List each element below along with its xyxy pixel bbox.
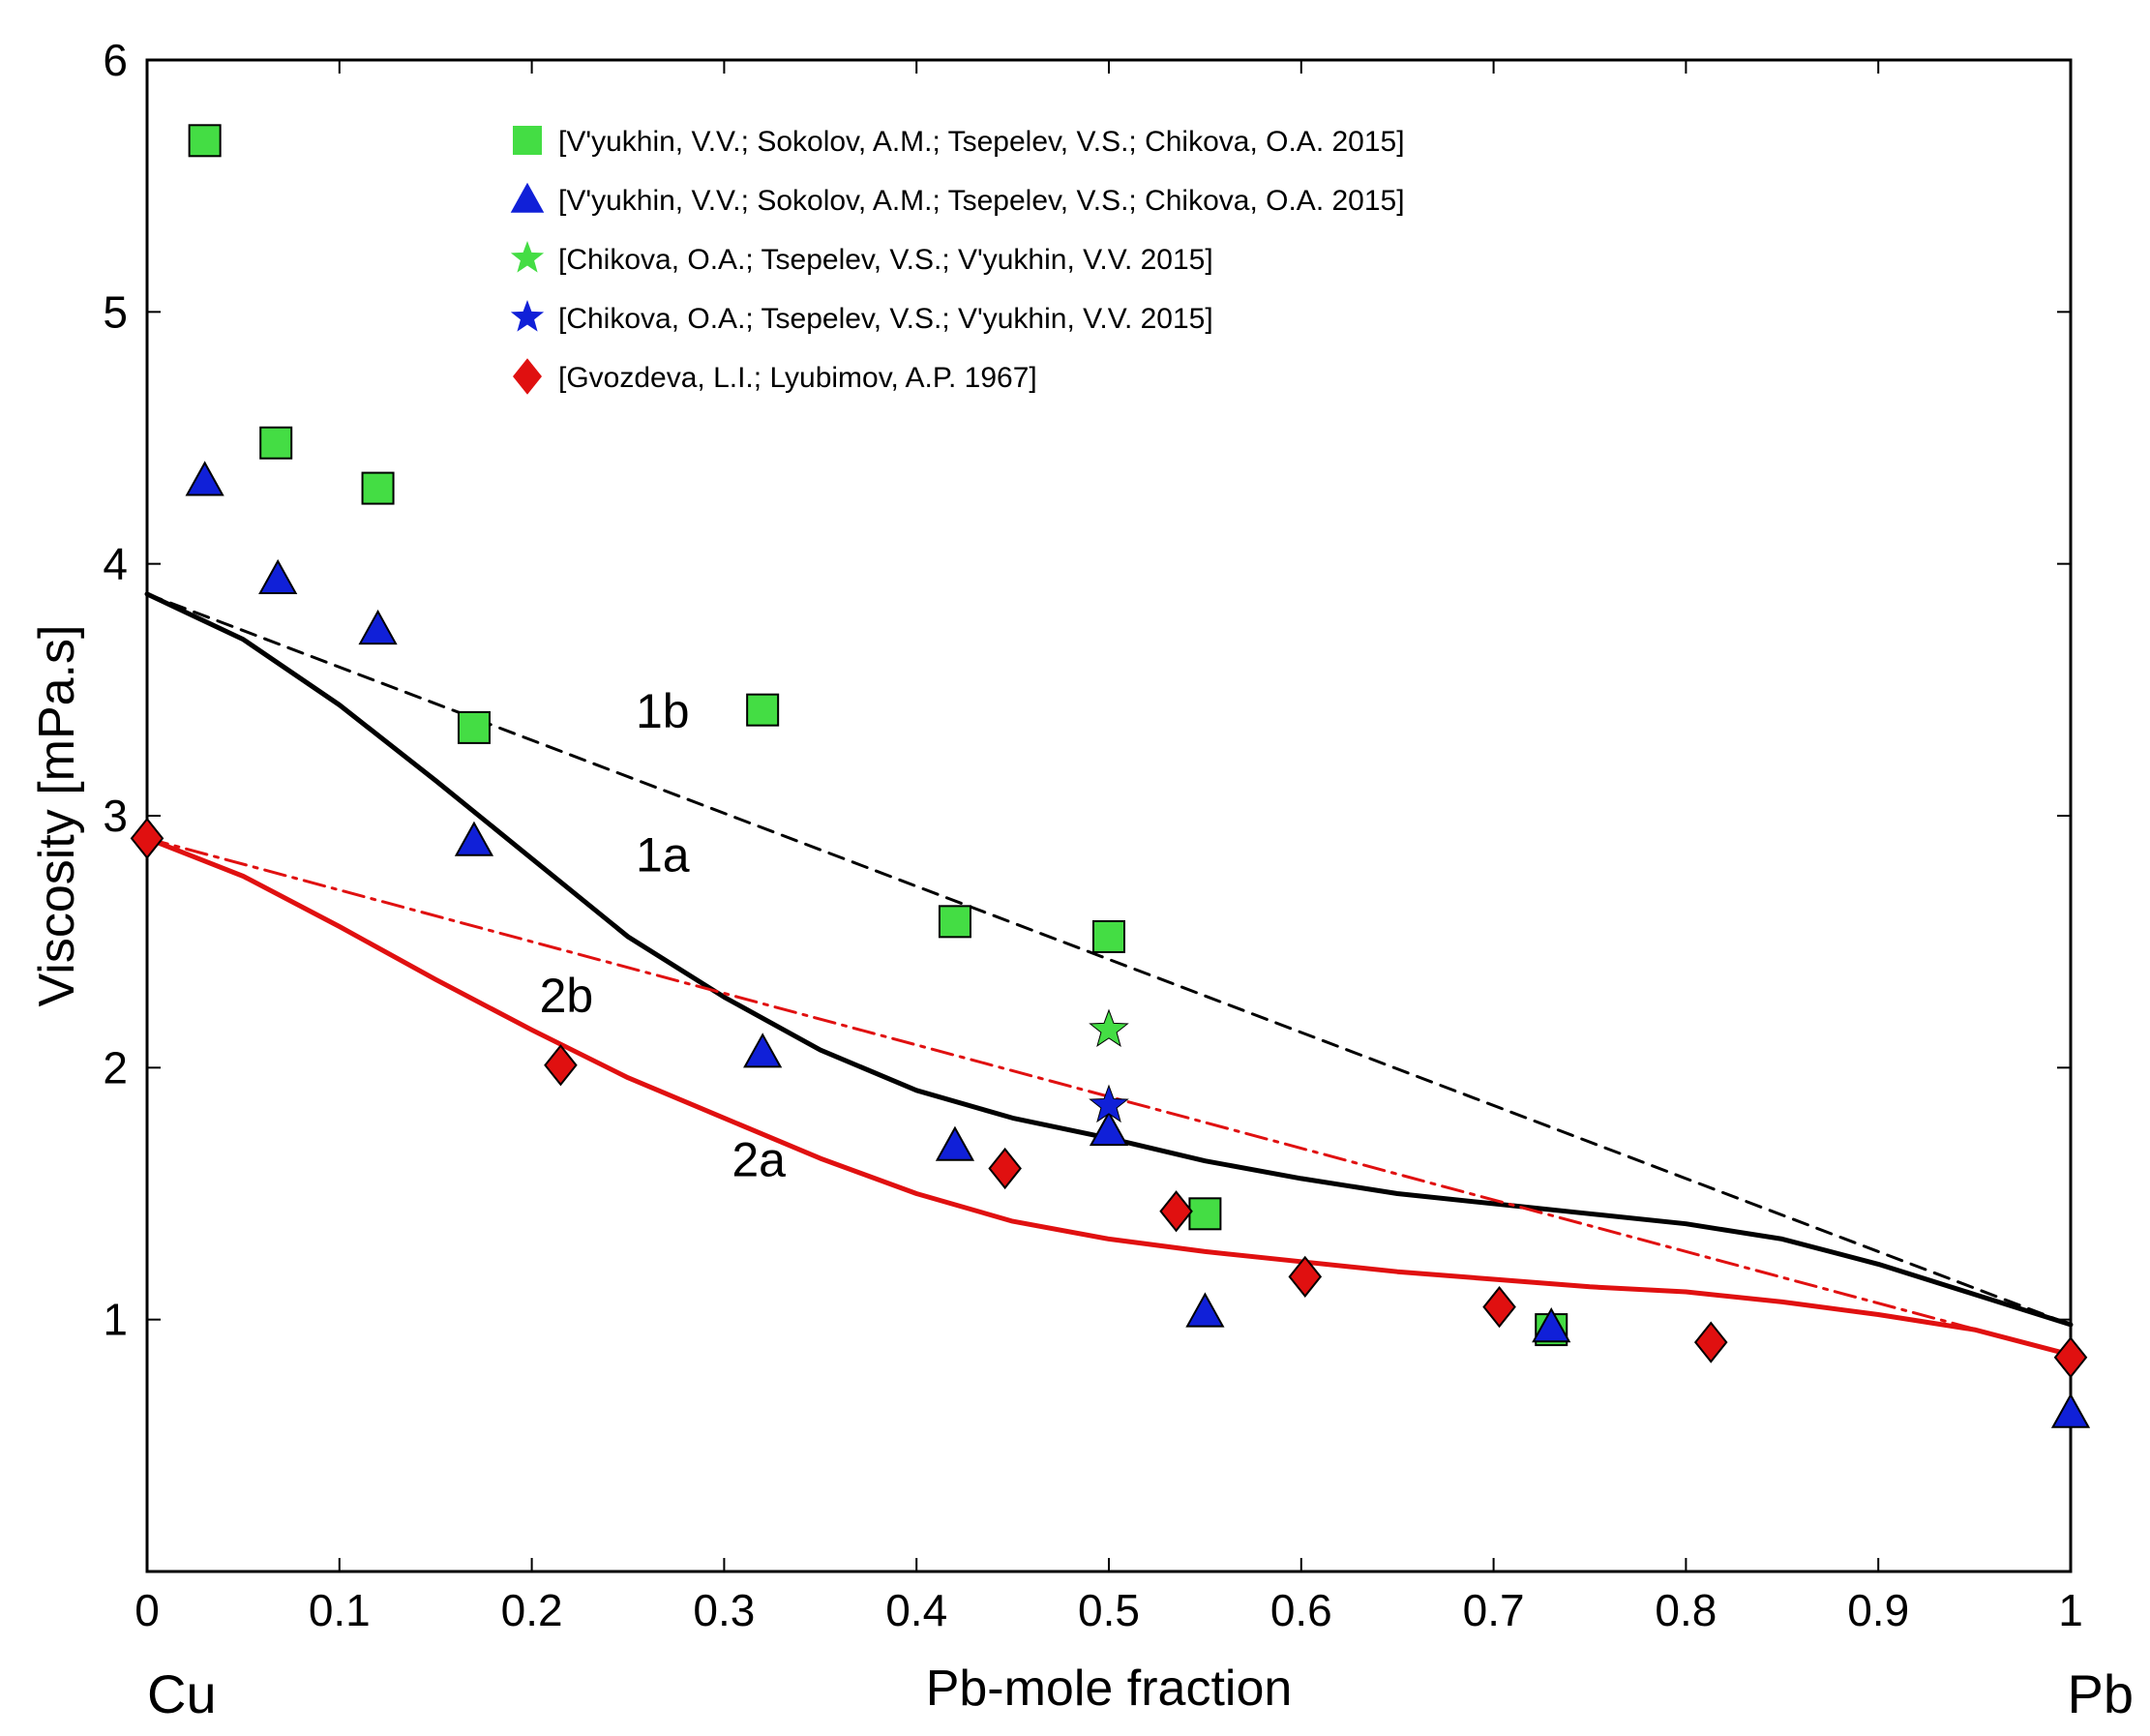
curve-1b-label: 1b bbox=[636, 684, 690, 738]
x-axis-left-end-label: Cu bbox=[147, 1663, 217, 1724]
x-tick-label: 0 bbox=[134, 1585, 160, 1635]
curve-1a-label: 1a bbox=[636, 827, 690, 882]
x-axis-title: Pb-mole fraction bbox=[926, 1661, 1293, 1717]
series-4-diamond-point bbox=[1693, 1321, 1728, 1363]
series-4-diamond-point bbox=[2053, 1336, 2088, 1379]
x-tick-label: 0.1 bbox=[309, 1585, 371, 1635]
y-tick-label: 5 bbox=[103, 286, 128, 337]
legend-marker-1 bbox=[510, 182, 545, 213]
series-0-square-point bbox=[1092, 919, 1125, 953]
legend-label-1: [V'yukhin, V.V.; Sokolov, A.M.; Tsepelev… bbox=[558, 185, 1405, 217]
series-1-triangle-point bbox=[2050, 1392, 2091, 1428]
series-1-triangle-point bbox=[743, 1033, 783, 1068]
legend-label-4: [Gvozdeva, L.I.; Lyubimov, A.P. 1967] bbox=[558, 362, 1037, 394]
series-4-diamond-point bbox=[1482, 1286, 1516, 1329]
x-tick-label: 1 bbox=[2058, 1585, 2083, 1635]
x-tick-label: 0.3 bbox=[693, 1585, 755, 1635]
series-1-triangle-point bbox=[1089, 1110, 1129, 1147]
x-tick-label: 0.4 bbox=[885, 1585, 947, 1635]
series-2-star-point bbox=[1089, 1008, 1129, 1047]
x-tick-label: 0.8 bbox=[1655, 1585, 1717, 1635]
curve-2b-label: 2b bbox=[540, 969, 594, 1023]
series-1-triangle-point bbox=[1532, 1307, 1571, 1343]
y-tick-label: 1 bbox=[103, 1295, 128, 1345]
series-4-diamond-point bbox=[988, 1147, 1022, 1190]
legend-marker-3 bbox=[510, 300, 545, 332]
series-1-triangle-point bbox=[454, 821, 494, 856]
x-tick-label: 0.2 bbox=[501, 1585, 563, 1635]
x-tick-label: 0.5 bbox=[1078, 1585, 1140, 1635]
series-1-triangle-point bbox=[185, 461, 224, 496]
x-axis-right-end-label: Pb bbox=[2068, 1663, 2135, 1724]
curve-2a bbox=[144, 835, 2074, 1358]
legend-label-0: [V'yukhin, V.V.; Sokolov, A.M.; Tsepelev… bbox=[558, 126, 1405, 158]
series-0-square-point bbox=[361, 471, 395, 505]
series-0-square-point bbox=[1188, 1197, 1222, 1231]
legend-label-2: [Chikova, O.A.; Tsepelev, V.S.; V'yukhin… bbox=[558, 244, 1213, 276]
y-tick-label: 3 bbox=[103, 791, 128, 841]
series-0-square-point bbox=[259, 426, 293, 460]
series-1-triangle-point bbox=[1185, 1292, 1225, 1328]
markers-layer bbox=[130, 124, 2091, 1428]
series-1-triangle-point bbox=[258, 558, 298, 595]
series-0-square-point bbox=[938, 905, 971, 939]
legend: [V'yukhin, V.V.; Sokolov, A.M.; Tsepelev… bbox=[510, 126, 1405, 395]
legend-label-3: [Chikova, O.A.; Tsepelev, V.S.; V'yukhin… bbox=[558, 303, 1213, 335]
x-tick-label: 0.7 bbox=[1463, 1585, 1525, 1635]
x-tick-label: 0.9 bbox=[1847, 1585, 1909, 1635]
curve-2a-label: 2a bbox=[732, 1132, 786, 1186]
legend-marker-0 bbox=[513, 126, 542, 155]
legend-marker-2 bbox=[510, 241, 545, 273]
plot-area bbox=[145, 58, 2073, 1573]
series-3-star-point bbox=[1089, 1084, 1129, 1123]
ticks-layer: 0 0.1 0.2 0.3 0.4 0.5 0.6 0.7 0.8 0.9 1 1 2 3 4 5 6 bbox=[103, 35, 2082, 1635]
series-0-square-point bbox=[746, 693, 780, 727]
series-4-diamond-point bbox=[1159, 1190, 1193, 1233]
series-1-triangle-point bbox=[935, 1125, 975, 1161]
y-tick-label: 2 bbox=[103, 1042, 128, 1092]
series-0-square-point bbox=[188, 124, 222, 158]
series-0-square-point bbox=[457, 710, 491, 744]
series-4-diamond-point bbox=[544, 1044, 578, 1087]
legend-marker-4 bbox=[513, 358, 542, 395]
series-4-diamond-point bbox=[1288, 1255, 1323, 1299]
y-tick-label: 4 bbox=[103, 539, 128, 589]
series-4-diamond-point bbox=[130, 817, 164, 860]
y-tick-label: 6 bbox=[103, 35, 128, 85]
series-1-triangle-point bbox=[358, 609, 398, 645]
x-tick-label: 0.6 bbox=[1270, 1585, 1332, 1635]
y-axis-title: Viscosity [mPa.s] bbox=[29, 625, 85, 1007]
